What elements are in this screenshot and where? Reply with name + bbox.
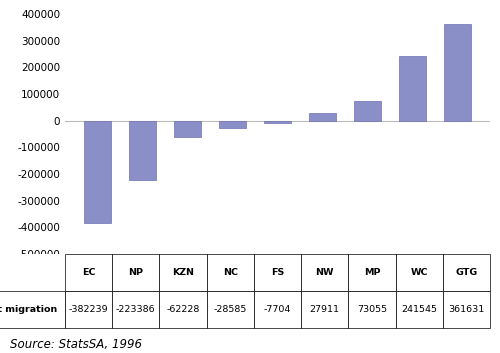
Bar [84, 121, 112, 223]
Bar [264, 121, 291, 123]
Bar [309, 113, 336, 121]
Bar [354, 101, 381, 121]
Bar [174, 121, 201, 137]
Bar [219, 121, 246, 128]
Bar [399, 56, 426, 121]
Bar [129, 121, 156, 180]
Text: Source: StatsSA, 1996: Source: StatsSA, 1996 [10, 338, 142, 351]
Bar [444, 24, 470, 121]
